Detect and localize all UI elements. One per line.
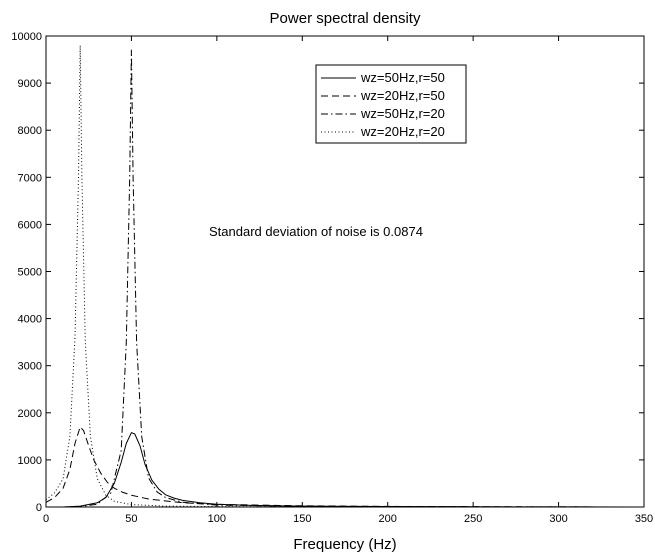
legend-label-wz50-r50: wz=50Hz,r=50: [360, 70, 445, 85]
y-tick-label: 3000: [18, 361, 42, 373]
y-tick-label: 6000: [18, 219, 42, 231]
axis-ticks: 0 50 100 150 200 250 300 350 0 1000 2000 3000 4000 50…: [11, 31, 653, 525]
y-tick-label: 10000: [11, 31, 42, 43]
x-tick-label: 150: [293, 513, 311, 525]
x-tick-label: 250: [464, 513, 482, 525]
y-tick-label: 7000: [18, 172, 42, 184]
legend-label-wz20-r20: wz=20Hz,r=20: [360, 124, 445, 139]
y-tick-label: 1000: [18, 455, 42, 467]
legend-label-wz20-r50: wz=20Hz,r=50: [360, 88, 445, 103]
series-line-dotted: [45, 44, 644, 508]
series-line-dashed: [45, 426, 645, 508]
x-tick-label: 200: [379, 513, 397, 525]
legend-label-wz50-r20: wz=50Hz,r=20: [360, 106, 445, 121]
y-tick-label: 5000: [18, 267, 42, 279]
x-tick-label: 50: [125, 513, 137, 525]
x-tick-label: 0: [43, 513, 49, 525]
x-tick-label: 100: [208, 513, 226, 525]
y-tick-label: 9000: [18, 78, 42, 90]
y-tick-label: 0: [36, 502, 42, 514]
y-tick-label: 4000: [18, 314, 42, 326]
noise-annotation: Standard deviation of noise is 0.0874: [209, 224, 423, 239]
x-axis-label: Frequency (Hz): [293, 536, 396, 553]
y-tick-label: 8000: [18, 125, 42, 137]
y-tick-label: 2000: [18, 408, 42, 420]
chart-title: Power spectral density: [270, 10, 421, 27]
legend: wz=50Hz,r=50 wz=20Hz,r=50 wz=50Hz,r=20 w…: [315, 64, 467, 144]
x-tick-label: 350: [635, 513, 653, 525]
x-tick-label: 300: [549, 513, 567, 525]
series-layer: [45, 44, 645, 508]
